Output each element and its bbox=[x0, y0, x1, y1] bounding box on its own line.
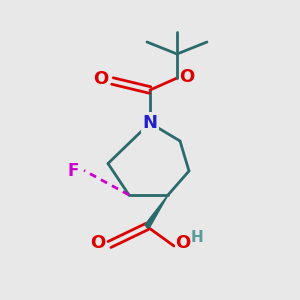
Text: O: O bbox=[91, 234, 106, 252]
Text: O: O bbox=[176, 234, 190, 252]
Text: O: O bbox=[179, 68, 194, 85]
Text: N: N bbox=[142, 114, 158, 132]
Text: F: F bbox=[68, 162, 79, 180]
Polygon shape bbox=[145, 195, 168, 228]
Text: O: O bbox=[93, 70, 108, 88]
Text: H: H bbox=[191, 230, 204, 244]
